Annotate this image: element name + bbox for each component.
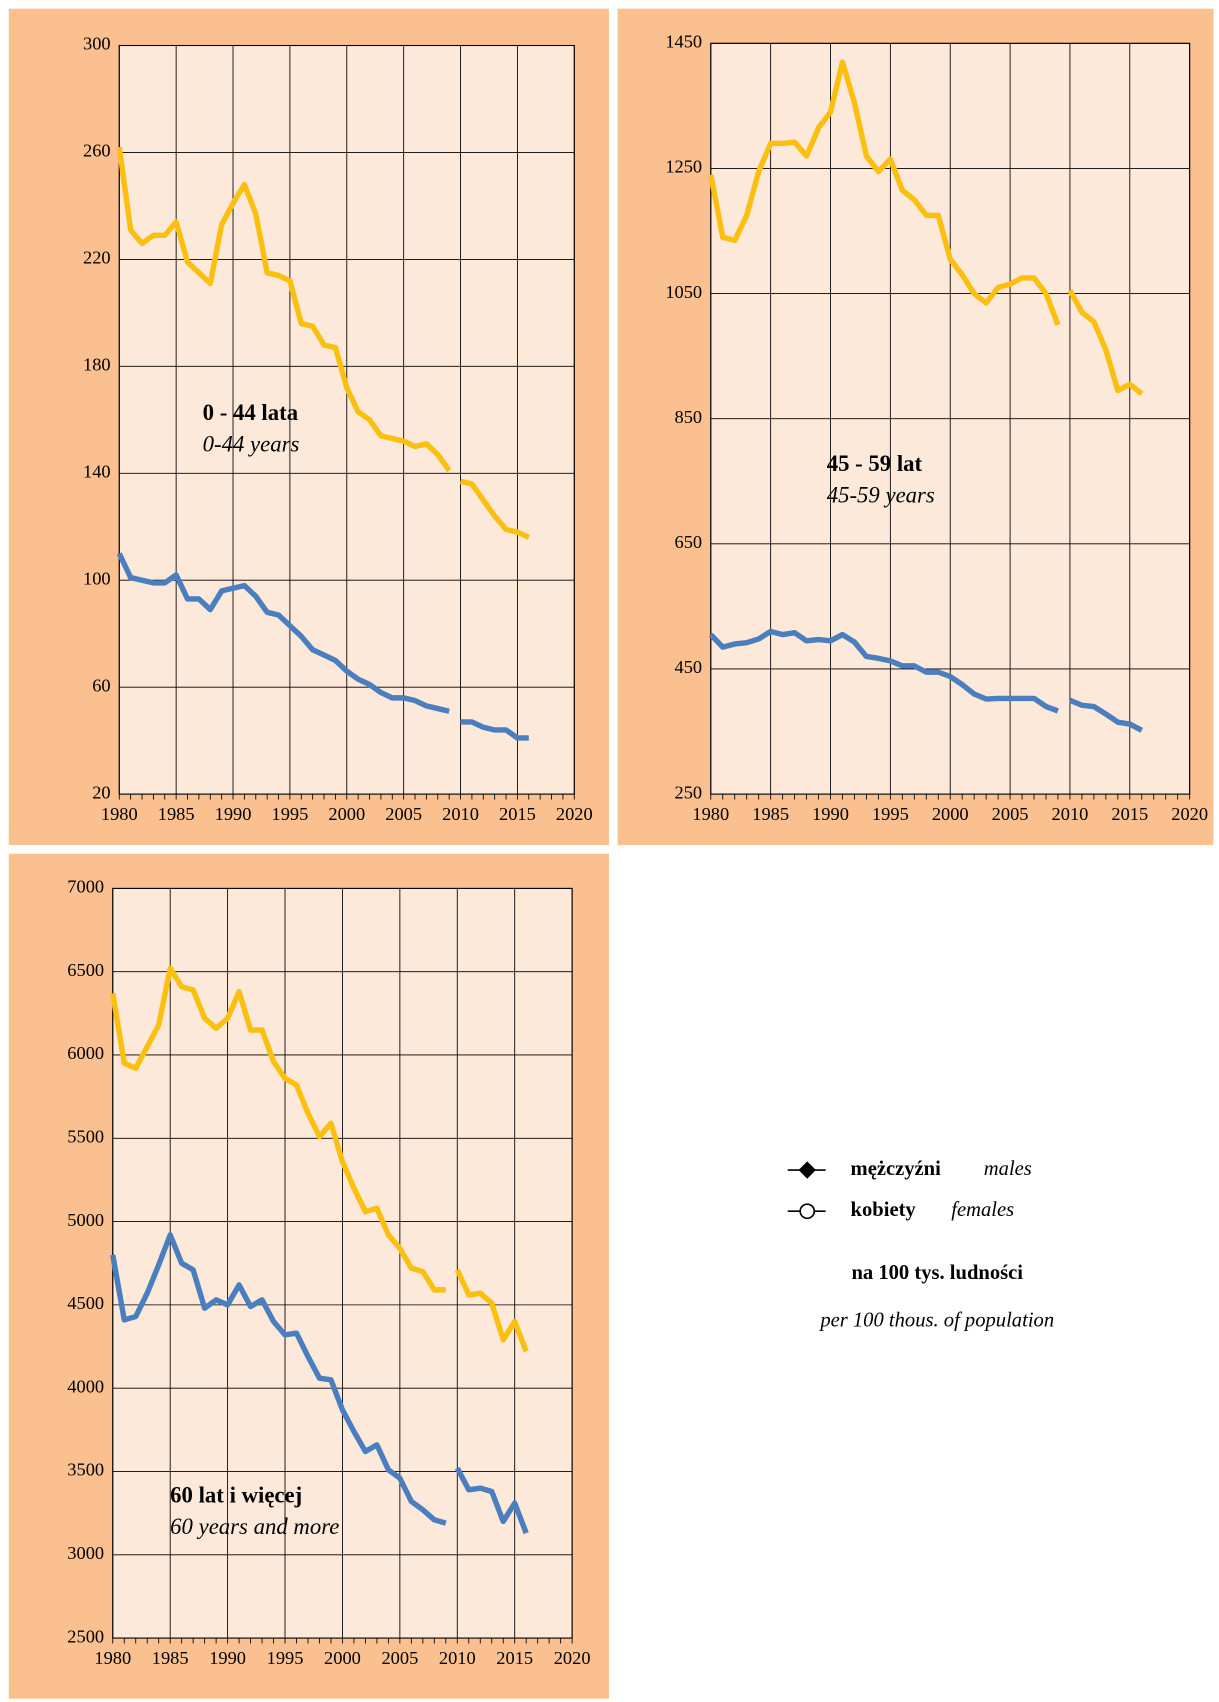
series-line bbox=[454, 1466, 529, 1535]
y-tick-label: 850 bbox=[675, 407, 703, 427]
y-tick-label: 4500 bbox=[67, 1293, 104, 1313]
x-tick-label: 2015 bbox=[1111, 804, 1148, 824]
y-tick-label: 1050 bbox=[665, 282, 702, 302]
y-tick-label: 5500 bbox=[67, 1126, 104, 1146]
series-line bbox=[460, 719, 529, 741]
legend-marker bbox=[798, 1161, 816, 1179]
x-tick-label: 2005 bbox=[992, 804, 1029, 824]
x-tick-label: 1990 bbox=[812, 804, 849, 824]
annotation-subtitle: 0-44 years bbox=[203, 432, 300, 457]
annotation-subtitle: 45-59 years bbox=[827, 482, 935, 507]
plot-border bbox=[118, 44, 575, 795]
x-tick-label: 2020 bbox=[554, 1648, 591, 1668]
x-tick-label: 1980 bbox=[692, 804, 729, 824]
series-line bbox=[708, 59, 1061, 326]
legend-label-en: females bbox=[951, 1199, 1014, 1221]
y-tick-label: 2500 bbox=[67, 1626, 104, 1646]
legend-label: kobiety bbox=[851, 1199, 917, 1221]
y-tick-label: 180 bbox=[83, 355, 111, 375]
legend: mężczyźni males kobiety females na 100 t… bbox=[787, 1158, 1054, 1331]
y-tick-label: 3000 bbox=[67, 1543, 104, 1563]
series-line bbox=[1068, 697, 1144, 733]
y-tick-label: 650 bbox=[675, 532, 703, 552]
annotation-title: 45 - 59 lat bbox=[827, 451, 923, 476]
x-tick-label: 2000 bbox=[932, 804, 969, 824]
series-line bbox=[708, 628, 1059, 714]
x-tick-label: 2010 bbox=[1052, 804, 1089, 824]
x-tick-label: 2000 bbox=[328, 804, 365, 824]
series-line bbox=[110, 1232, 447, 1526]
x-tick-label: 2000 bbox=[324, 1648, 361, 1668]
y-tick-label: 140 bbox=[83, 462, 111, 482]
y-tick-label: 250 bbox=[675, 782, 703, 802]
x-tick-label: 1995 bbox=[271, 804, 308, 824]
legend-label-en: males bbox=[984, 1158, 1032, 1180]
x-tick-label: 1990 bbox=[215, 804, 252, 824]
y-tick-label: 260 bbox=[83, 141, 111, 161]
legend-marker bbox=[799, 1203, 816, 1220]
legend-label: mężczyźni bbox=[851, 1158, 942, 1180]
y-tick-label: 6500 bbox=[67, 960, 104, 980]
y-tick-label: 300 bbox=[83, 34, 111, 54]
x-tick-label: 2005 bbox=[381, 1648, 418, 1668]
series-line bbox=[454, 1268, 529, 1353]
y-tick-label: 4000 bbox=[67, 1376, 104, 1396]
y-tick-label: 100 bbox=[83, 568, 111, 588]
x-tick-label: 1980 bbox=[101, 804, 138, 824]
legend-note-en: per 100 thous. of population bbox=[818, 1309, 1054, 1331]
x-tick-label: 2010 bbox=[442, 804, 479, 824]
series-line bbox=[110, 965, 446, 1293]
x-tick-label: 1995 bbox=[872, 804, 909, 824]
annotation-title: 0 - 44 lata bbox=[203, 400, 299, 425]
annotation-subtitle: 60 years and more bbox=[170, 1514, 339, 1539]
series-line bbox=[459, 478, 530, 540]
plot-border bbox=[710, 42, 1191, 795]
annotation-title: 60 lat i więcej bbox=[170, 1482, 302, 1507]
y-tick-label: 6000 bbox=[67, 1043, 104, 1063]
legend-note: na 100 tys. ludności bbox=[851, 1262, 1023, 1284]
x-tick-label: 2015 bbox=[496, 1648, 533, 1668]
y-tick-label: 5000 bbox=[67, 1210, 104, 1230]
series-line bbox=[116, 146, 452, 473]
y-tick-label: 450 bbox=[675, 657, 703, 677]
x-tick-label: 1985 bbox=[752, 804, 789, 824]
y-tick-label: 3500 bbox=[67, 1460, 104, 1480]
y-tick-label: 1250 bbox=[665, 157, 702, 177]
chart: 2500 3000 3500 4000 4500 5000 5500 6000 6500 7000… bbox=[8, 853, 609, 1699]
series-line bbox=[1067, 289, 1144, 396]
y-tick-label: 60 bbox=[92, 675, 110, 695]
x-tick-label: 1980 bbox=[94, 1648, 131, 1668]
x-tick-label: 2010 bbox=[439, 1648, 476, 1668]
x-tick-label: 2015 bbox=[499, 804, 536, 824]
y-tick-label: 20 bbox=[92, 782, 110, 802]
chart: 20 60 100 140 180 220 260 300 1980 1985 1990 1995 20… bbox=[8, 8, 609, 846]
x-tick-label: 2005 bbox=[385, 804, 422, 824]
x-tick-label: 1985 bbox=[152, 1648, 189, 1668]
y-tick-label: 7000 bbox=[67, 877, 104, 897]
x-tick-label: 1990 bbox=[209, 1648, 246, 1668]
x-tick-label: 1985 bbox=[158, 804, 195, 824]
series-line bbox=[116, 552, 450, 714]
y-tick-label: 1450 bbox=[665, 32, 702, 52]
x-tick-label: 2020 bbox=[556, 804, 593, 824]
x-tick-label: 2020 bbox=[1171, 804, 1208, 824]
chart: 250 450 650 850 1050 1250 1450 1980 1985 1990 1995… bbox=[617, 8, 1214, 846]
y-tick-label: 220 bbox=[83, 248, 111, 268]
x-tick-label: 1995 bbox=[267, 1648, 304, 1668]
